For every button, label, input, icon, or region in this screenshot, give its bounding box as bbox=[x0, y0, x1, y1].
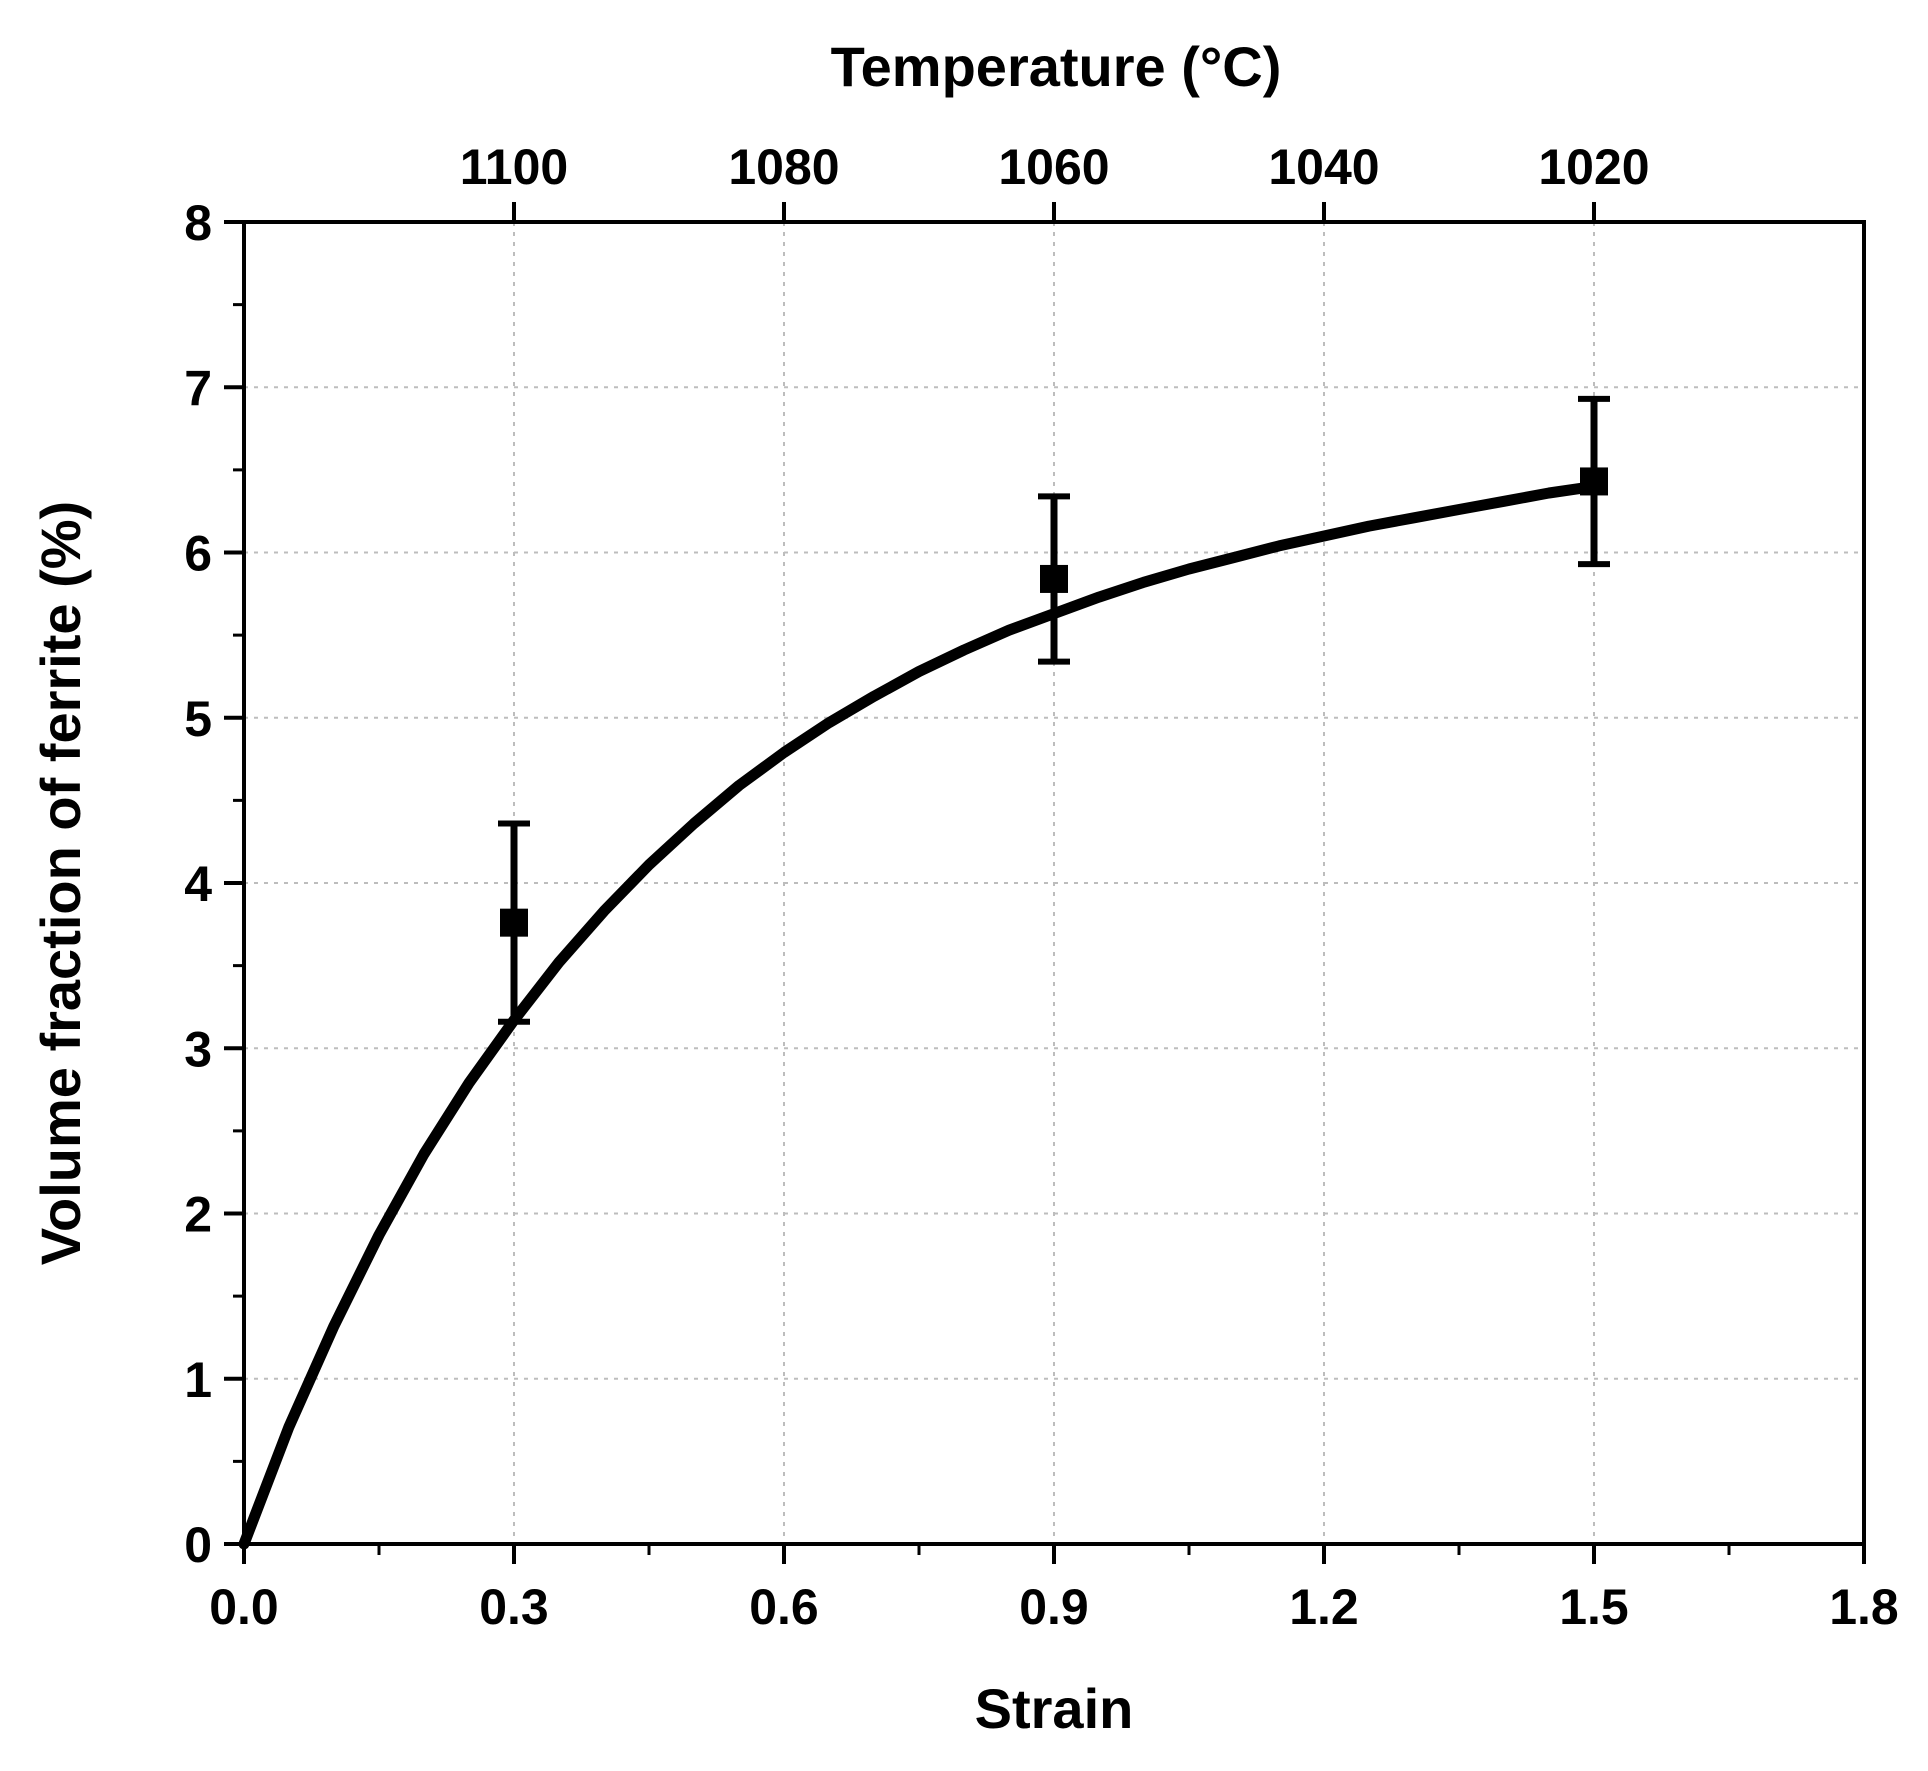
x-tick-label: 0.0 bbox=[209, 1579, 279, 1635]
grid-layer bbox=[244, 222, 1864, 1544]
y-tick-label: 2 bbox=[184, 1187, 212, 1243]
y-tick-label: 6 bbox=[184, 526, 212, 582]
x-tick-label: 1.8 bbox=[1829, 1579, 1899, 1635]
x-tick-label: 0.9 bbox=[1019, 1579, 1089, 1635]
x-axis-title: Strain bbox=[975, 1677, 1134, 1740]
top-x-tick-label: 1100 bbox=[460, 139, 568, 195]
data-point-group bbox=[1578, 395, 1610, 568]
y-tick-label: 7 bbox=[184, 360, 212, 416]
fit-curve bbox=[238, 480, 1600, 1550]
points-layer bbox=[498, 395, 1610, 1025]
data-point-group bbox=[1038, 493, 1070, 665]
x-tick-label: 0.3 bbox=[479, 1579, 549, 1635]
x-tick-label: 0.6 bbox=[749, 1579, 819, 1635]
top-x-tick-label: 1040 bbox=[1268, 139, 1379, 195]
fit-layer bbox=[238, 480, 1600, 1550]
y-tick-label: 0 bbox=[184, 1517, 212, 1573]
x-tick-label: 1.5 bbox=[1559, 1579, 1629, 1635]
y-axis-title: Volume fraction of ferrite (%) bbox=[29, 501, 92, 1265]
data-point-marker bbox=[1040, 564, 1068, 593]
y-tick-label: 4 bbox=[184, 856, 212, 912]
axes-layer: 0.0 0.3 0.6 0.9 1.2 1.5 1.8 0 1 2 3 4 5 6 7 8 1100 1080 10… bbox=[184, 139, 1899, 1635]
data-point-marker bbox=[1580, 467, 1608, 496]
top-x-tick-label: 1080 bbox=[728, 139, 839, 195]
top-x-tick-label: 1060 bbox=[998, 139, 1109, 195]
data-point-marker bbox=[500, 908, 528, 937]
y-tick-label: 3 bbox=[184, 1021, 212, 1077]
y-tick-label: 1 bbox=[184, 1352, 212, 1408]
data-point-group bbox=[498, 820, 530, 1025]
top-axis-title: Temperature (°C) bbox=[831, 35, 1282, 98]
x-tick-label: 1.2 bbox=[1289, 1579, 1359, 1635]
y-tick-label: 8 bbox=[184, 195, 212, 251]
y-tick-label: 5 bbox=[184, 691, 212, 747]
top-x-tick-label: 1020 bbox=[1538, 139, 1649, 195]
